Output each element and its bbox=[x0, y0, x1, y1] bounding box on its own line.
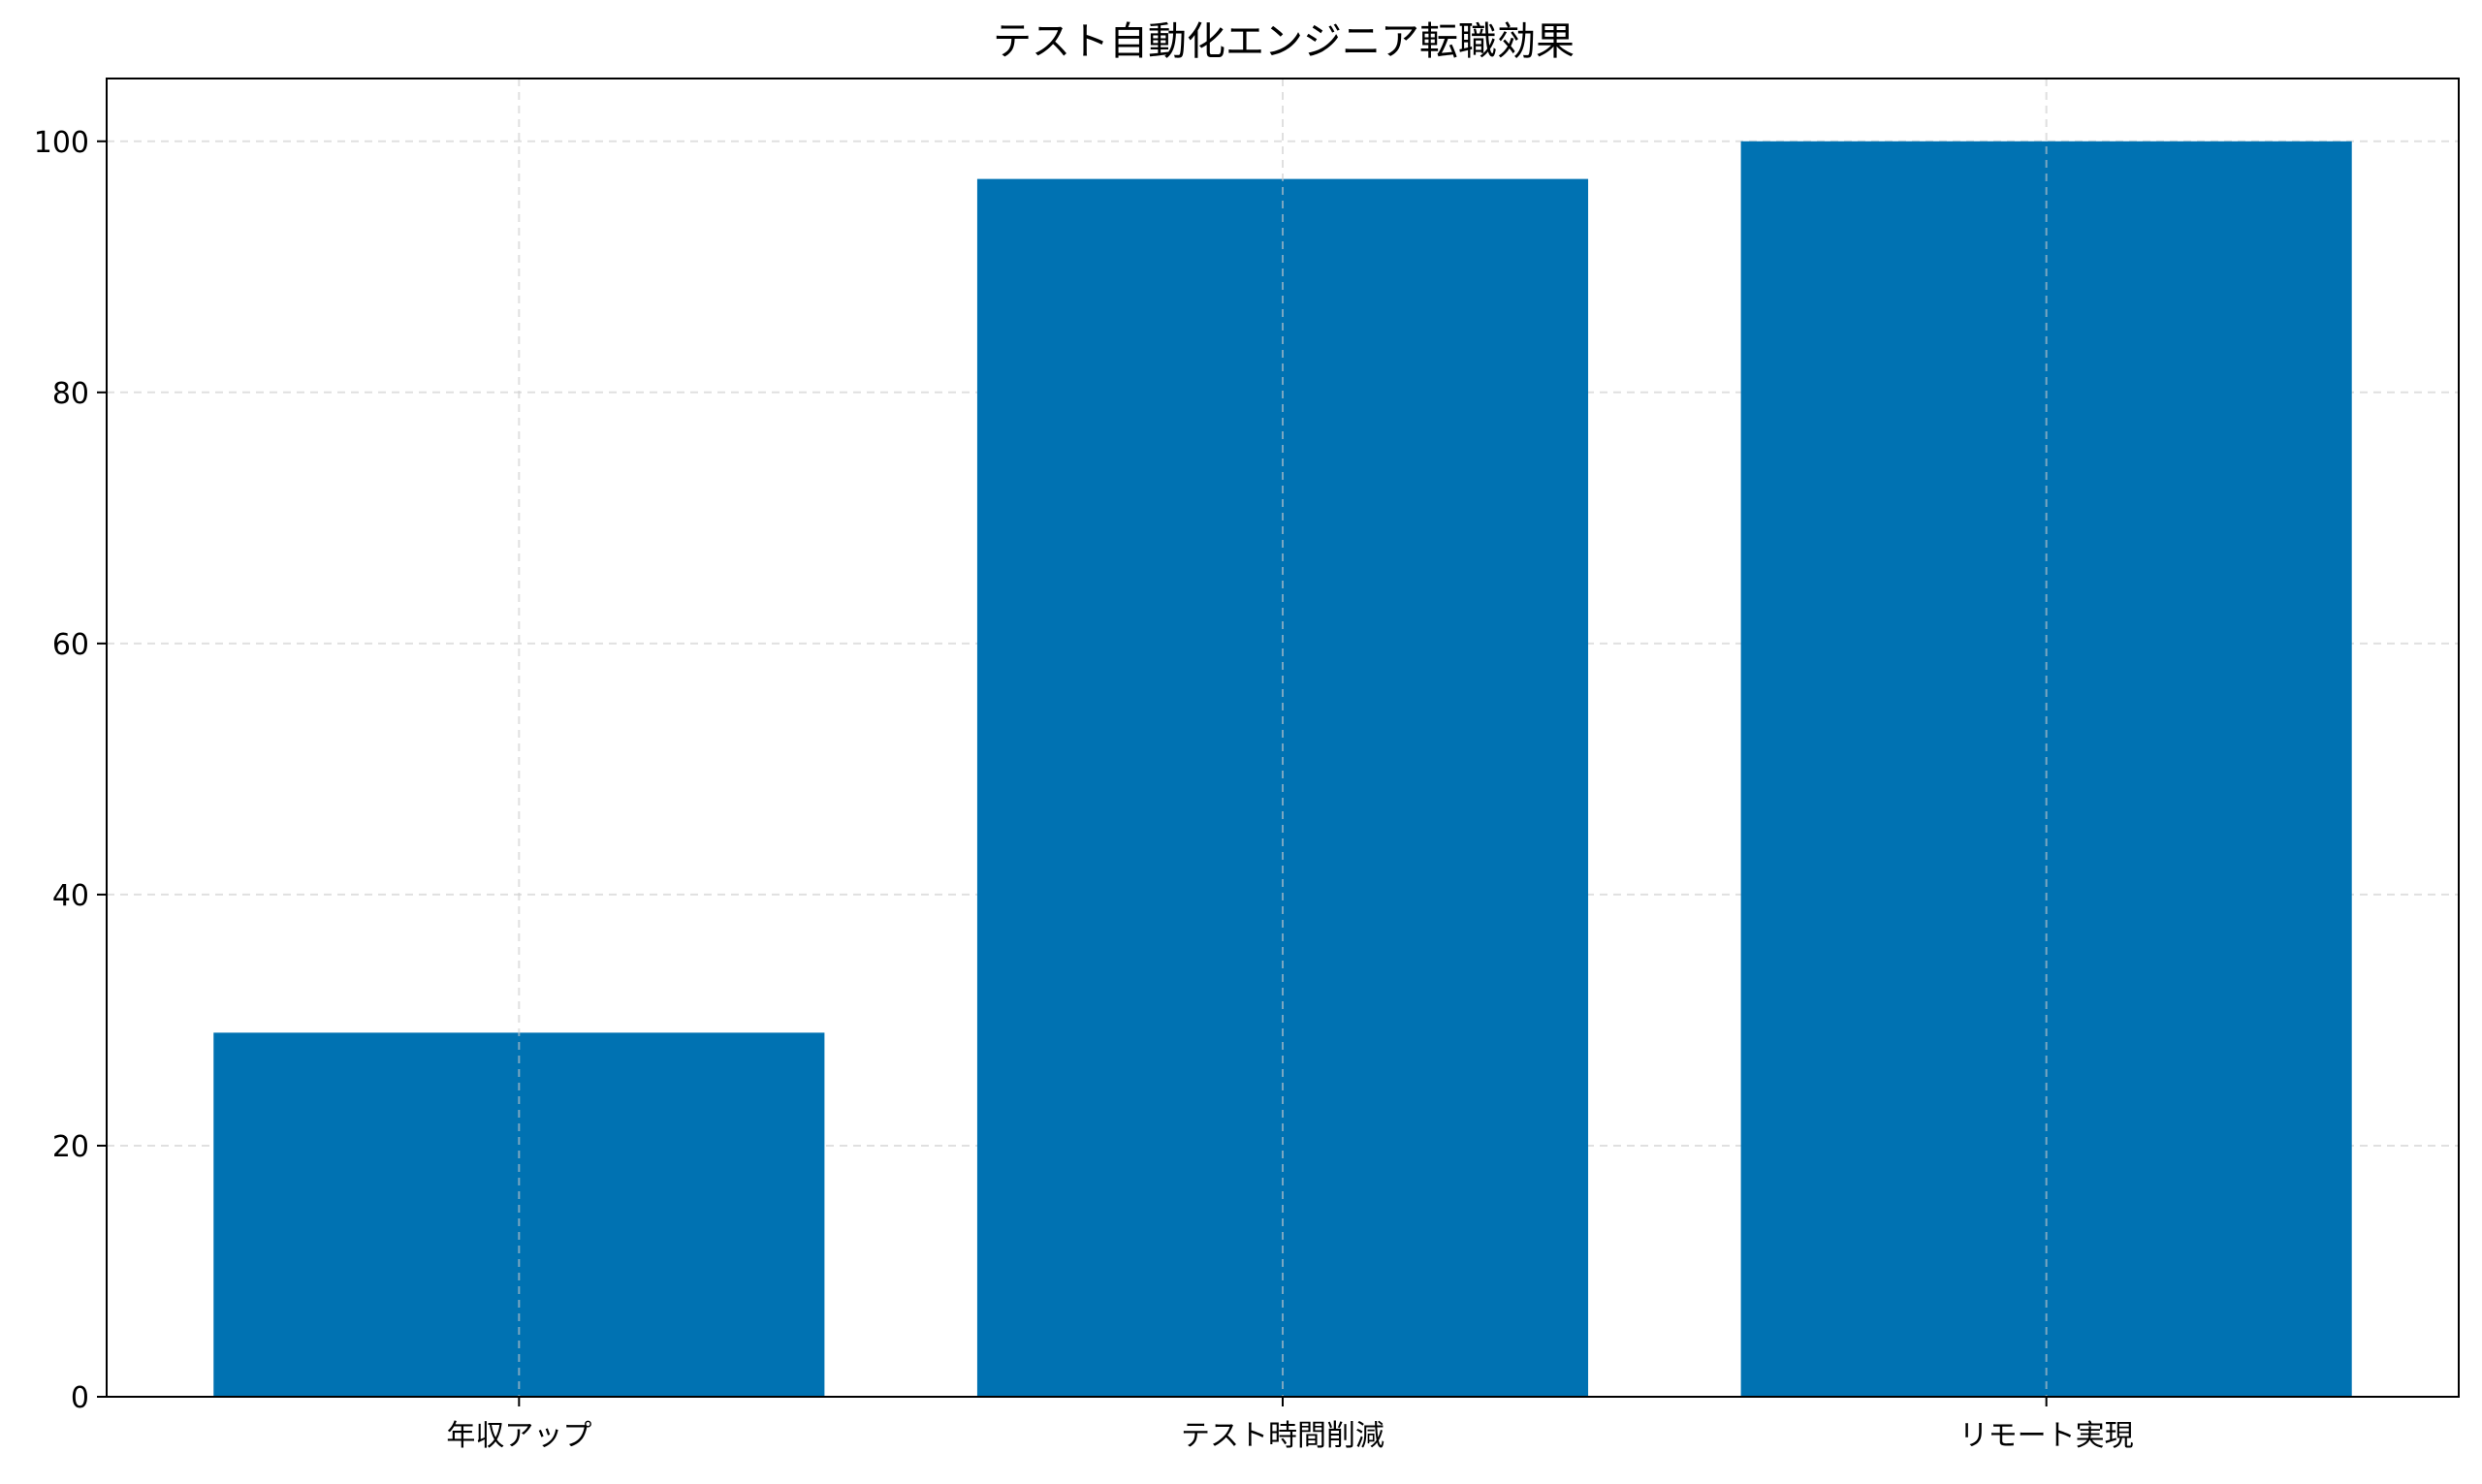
y-tick-label: 0 bbox=[71, 1381, 89, 1415]
y-tick-label: 20 bbox=[52, 1130, 89, 1164]
y-tick-label: 40 bbox=[52, 879, 89, 913]
bar bbox=[213, 1032, 825, 1397]
y-tick-label: 100 bbox=[34, 126, 89, 160]
x-axis: 年収アップ テスト時間削減 リモート実現 bbox=[446, 1397, 2134, 1453]
x-tick-label: リモート実現 bbox=[1959, 1419, 2134, 1453]
x-grid-lines bbox=[518, 79, 2048, 1397]
chart-title: テスト自動化エンジニア転職効果 bbox=[993, 19, 1575, 64]
x-tick-label: 年収アップ bbox=[446, 1419, 591, 1453]
y-axis: 0 20 40 60 80 100 bbox=[34, 126, 107, 1415]
x-tick-label: テスト時間削減 bbox=[1181, 1419, 1384, 1453]
y-tick-label: 80 bbox=[52, 377, 89, 411]
y-tick-label: 60 bbox=[52, 628, 89, 662]
